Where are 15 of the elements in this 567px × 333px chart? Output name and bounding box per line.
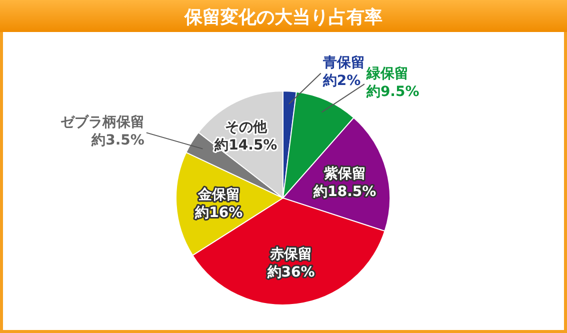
data-label: 約2% [322, 73, 361, 90]
slice-label: 赤保留 [269, 246, 312, 263]
data-label: 約18.5% [312, 184, 376, 200]
data-label: 約3.5% [90, 132, 144, 149]
data-label: 約16% [194, 205, 243, 222]
slice-label: 緑保留 [365, 66, 408, 82]
chart-title: 保留変化の大当り占有率 [184, 7, 382, 28]
slice-label: 青保留 [322, 55, 365, 72]
slice-label: ゼブラ柄保留 [60, 114, 144, 131]
slice-label: 紫保留 [322, 166, 366, 182]
data-label: 約9.5% [365, 84, 420, 100]
slice-label: 金保留 [196, 187, 240, 204]
slice-label: その他 [224, 120, 268, 136]
data-label: 約36% [266, 264, 315, 281]
data-label: 約14.5% [214, 138, 278, 154]
